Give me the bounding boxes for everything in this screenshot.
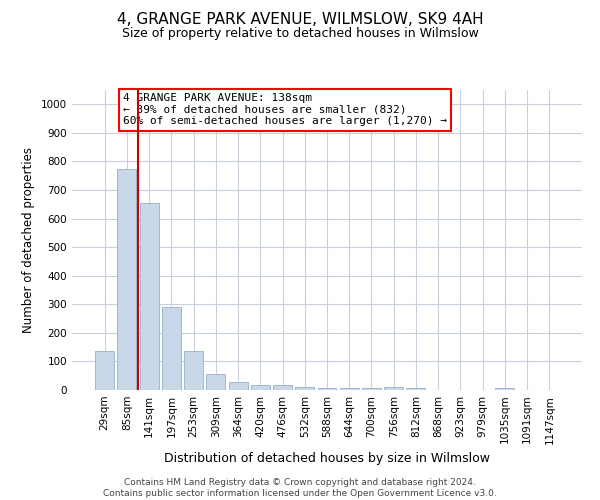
Y-axis label: Number of detached properties: Number of detached properties (22, 147, 35, 333)
Text: 4, GRANGE PARK AVENUE, WILMSLOW, SK9 4AH: 4, GRANGE PARK AVENUE, WILMSLOW, SK9 4AH (116, 12, 484, 28)
Bar (206, 374, 225, 390)
Bar (140, 203, 158, 390)
Bar (295, 387, 314, 390)
Bar (251, 385, 270, 390)
Text: 4 GRANGE PARK AVENUE: 138sqm
← 39% of detached houses are smaller (832)
60% of s: 4 GRANGE PARK AVENUE: 138sqm ← 39% of de… (123, 93, 447, 126)
Bar (184, 352, 203, 390)
Bar (229, 382, 248, 390)
Bar (340, 388, 359, 390)
Bar (118, 168, 136, 390)
Bar (384, 387, 403, 390)
Text: Size of property relative to detached houses in Wilmslow: Size of property relative to detached ho… (122, 28, 478, 40)
Bar (273, 385, 292, 390)
X-axis label: Distribution of detached houses by size in Wilmslow: Distribution of detached houses by size … (164, 452, 490, 465)
Bar (317, 388, 337, 390)
Bar (95, 350, 114, 390)
Text: Contains HM Land Registry data © Crown copyright and database right 2024.
Contai: Contains HM Land Registry data © Crown c… (103, 478, 497, 498)
Bar (162, 307, 181, 390)
Bar (406, 388, 425, 390)
Bar (362, 388, 381, 390)
Bar (496, 388, 514, 390)
